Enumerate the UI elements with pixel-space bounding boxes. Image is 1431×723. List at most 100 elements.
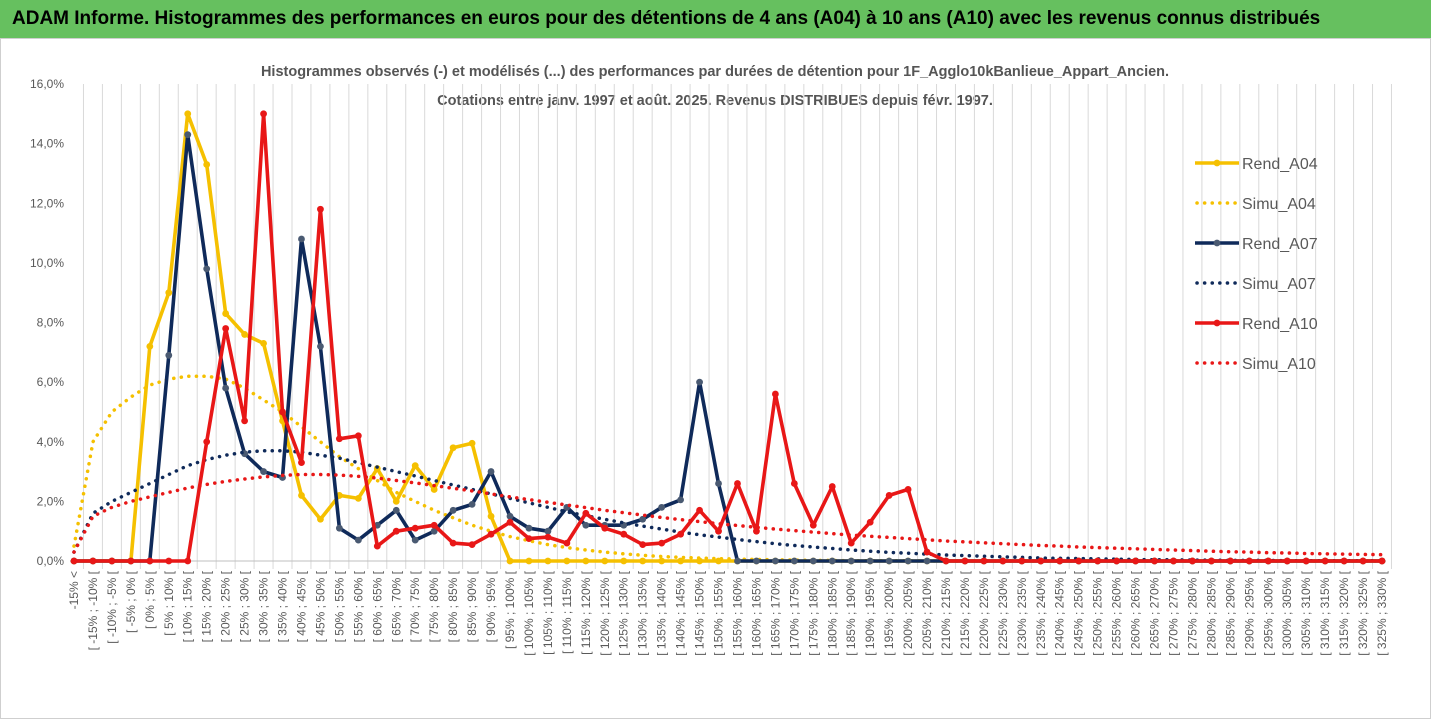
data-point-rend-a10 bbox=[942, 557, 950, 565]
data-point-rend-a07 bbox=[468, 500, 476, 508]
x-tick-label: [ 280% ; 285% [ bbox=[1204, 570, 1218, 655]
data-point-rend-a04 bbox=[639, 557, 647, 565]
data-point-rend-a10 bbox=[1037, 557, 1045, 565]
legend-label-rend-a10: Rend_A10 bbox=[1242, 316, 1318, 333]
x-tick-label: [ 305% ; 310% [ bbox=[1299, 570, 1313, 655]
data-point-rend-a07 bbox=[165, 351, 173, 359]
data-point-rend-a10 bbox=[1207, 557, 1215, 565]
data-point-rend-a10 bbox=[734, 480, 741, 487]
y-tick-label: 10,0% bbox=[30, 256, 64, 270]
x-tick-label: [ 205% ; 210% [ bbox=[920, 570, 934, 655]
data-point-rend-a04 bbox=[449, 444, 457, 452]
data-point-rend-a04 bbox=[260, 339, 267, 347]
chart-title-line1: Histogrammes observés (-) et modélisés (… bbox=[261, 64, 1169, 80]
data-point-rend-a07 bbox=[317, 342, 324, 350]
data-point-rend-a10 bbox=[790, 480, 798, 487]
data-point-rend-a10 bbox=[980, 557, 988, 565]
data-point-rend-a10 bbox=[639, 541, 647, 549]
data-point-rend-a04 bbox=[222, 310, 230, 317]
x-tick-label: [ 135% ; 140% [ bbox=[655, 570, 669, 655]
data-point-rend-a07 bbox=[809, 557, 817, 565]
data-point-rend-a10 bbox=[373, 542, 381, 550]
data-point-rend-a10 bbox=[658, 539, 666, 547]
x-tick-label: [ 230% ; 235% [ bbox=[1015, 570, 1029, 655]
data-point-rend-a10 bbox=[1226, 557, 1234, 565]
x-tick-label: [ 225% ; 230% [ bbox=[996, 570, 1010, 655]
data-point-rend-a04 bbox=[411, 462, 419, 469]
plot-area bbox=[70, 110, 1386, 565]
x-tick-label: [ 145% ; 150% [ bbox=[693, 570, 707, 655]
x-tick-label: [ 215% ; 220% [ bbox=[958, 570, 972, 655]
data-point-rend-a10 bbox=[89, 557, 97, 565]
x-tick-label: [ 285% ; 290% [ bbox=[1223, 570, 1237, 655]
data-point-rend-a10 bbox=[298, 459, 305, 467]
x-tick-label: [ 190% ; 195% [ bbox=[863, 570, 877, 655]
data-point-rend-a04 bbox=[317, 515, 324, 523]
x-tick-label: [ 250% ; 255% [ bbox=[1091, 570, 1105, 655]
data-point-rend-a04 bbox=[165, 289, 173, 297]
data-point-rend-a10 bbox=[1056, 557, 1064, 565]
data-point-rend-a10 bbox=[1264, 557, 1272, 565]
data-point-rend-a10 bbox=[487, 530, 495, 538]
chart-title-line2: Cotations entre janv. 1997 et août. 2025… bbox=[437, 93, 993, 109]
data-point-rend-a04 bbox=[184, 110, 192, 118]
data-point-rend-a10 bbox=[165, 557, 173, 565]
x-tick-label: [ 50% ; 55% [ bbox=[332, 570, 346, 642]
data-point-rend-a04 bbox=[582, 557, 590, 565]
data-point-rend-a10 bbox=[317, 205, 324, 213]
data-point-rend-a07 bbox=[430, 527, 438, 535]
data-point-rend-a10 bbox=[1283, 557, 1291, 565]
x-tick-label: [ 150% ; 155% [ bbox=[712, 570, 726, 655]
x-tick-label: [ 300% ; 305% [ bbox=[1280, 570, 1294, 655]
data-point-rend-a07 bbox=[222, 384, 230, 392]
y-axis: 0,0% 2,0% 4,0% 6,0% 8,0% 10,0% 12,0% 14,0% 16,0% bbox=[30, 77, 64, 568]
data-point-rend-a07 bbox=[411, 536, 419, 544]
data-point-rend-a10 bbox=[828, 483, 836, 490]
x-tick-label: [ 175% ; 180% [ bbox=[806, 570, 820, 655]
data-point-rend-a10 bbox=[525, 535, 533, 543]
data-point-rend-a04 bbox=[241, 331, 249, 338]
y-tick-label: 4,0% bbox=[37, 435, 65, 449]
x-tick-label: [ 275% ; 280% [ bbox=[1185, 570, 1199, 655]
data-point-rend-a07 bbox=[335, 524, 343, 532]
x-tick-label: [ 20% ; 25% [ bbox=[219, 570, 233, 642]
data-point-rend-a10 bbox=[335, 435, 343, 443]
data-point-rend-a07 bbox=[866, 557, 874, 565]
data-point-rend-a10 bbox=[601, 524, 609, 532]
data-point-rend-a04 bbox=[392, 497, 400, 505]
legend-marker-rend-a07 bbox=[1213, 239, 1221, 247]
data-point-rend-a10 bbox=[885, 492, 893, 499]
data-point-rend-a07 bbox=[923, 557, 931, 565]
histogram-chart: Histogrammes observés (-) et modélisés (… bbox=[30, 64, 1392, 656]
data-point-rend-a07 bbox=[847, 557, 855, 565]
data-point-rend-a10 bbox=[449, 539, 457, 547]
data-point-rend-a07 bbox=[260, 468, 267, 475]
data-point-rend-a10 bbox=[1075, 557, 1083, 565]
x-tick-label: [ 255% ; 260% [ bbox=[1110, 570, 1124, 655]
data-point-rend-a10 bbox=[392, 527, 400, 535]
data-point-rend-a10 bbox=[1340, 557, 1348, 565]
data-point-rend-a07 bbox=[392, 506, 400, 514]
x-tick-label: [ 210% ; 215% [ bbox=[939, 570, 953, 655]
x-tick-label: [ 260% ; 265% [ bbox=[1129, 570, 1143, 655]
data-point-rend-a10 bbox=[127, 557, 135, 565]
x-tick-label: [ 35% ; 40% [ bbox=[276, 570, 290, 642]
data-point-rend-a10 bbox=[1245, 557, 1253, 565]
legend-label-rend-a07: Rend_A07 bbox=[1242, 236, 1318, 253]
x-tick-label: [ 60% ; 65% [ bbox=[370, 570, 384, 642]
data-point-rend-a10 bbox=[563, 539, 571, 547]
x-tick-label: [ 295% ; 300% [ bbox=[1261, 570, 1275, 655]
data-point-rend-a10 bbox=[961, 557, 969, 565]
x-tick-label: [ 65% ; 70% [ bbox=[389, 570, 403, 642]
data-point-rend-a10 bbox=[1170, 557, 1177, 565]
data-point-rend-a10 bbox=[468, 541, 476, 549]
data-point-rend-a04 bbox=[203, 161, 211, 168]
x-tick-label: [ 85% ; 90% [ bbox=[465, 570, 479, 642]
data-point-rend-a07 bbox=[203, 265, 211, 273]
data-point-rend-a07 bbox=[885, 557, 893, 565]
data-point-rend-a10 bbox=[582, 509, 590, 517]
x-tick-label: [ 325% ; 330% [ bbox=[1375, 570, 1389, 655]
data-point-rend-a10 bbox=[809, 521, 817, 529]
data-point-rend-a10 bbox=[108, 557, 116, 565]
data-point-rend-a10 bbox=[696, 506, 703, 514]
